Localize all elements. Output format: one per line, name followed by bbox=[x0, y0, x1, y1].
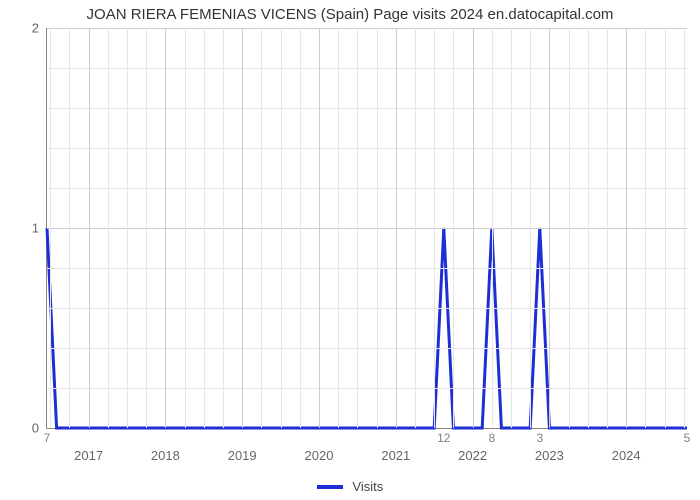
grid-minor-h bbox=[47, 68, 687, 69]
grid-minor-v bbox=[511, 28, 512, 428]
x-tick-label: 2019 bbox=[228, 428, 257, 463]
legend: Visits bbox=[0, 478, 700, 494]
grid-minor-v bbox=[338, 28, 339, 428]
grid-minor-h bbox=[47, 148, 687, 149]
grid-minor-v bbox=[492, 28, 493, 428]
x-tick-label: 2020 bbox=[305, 428, 334, 463]
grid-minor-v bbox=[261, 28, 262, 428]
grid-minor-v bbox=[530, 28, 531, 428]
data-label: 7 bbox=[44, 428, 51, 445]
chart-title: JOAN RIERA FEMENIAS VICENS (Spain) Page … bbox=[0, 6, 700, 23]
legend-swatch bbox=[317, 485, 343, 489]
grid-minor-v bbox=[204, 28, 205, 428]
grid-minor-v bbox=[684, 28, 685, 428]
grid-minor-v bbox=[569, 28, 570, 428]
grid-major-v bbox=[89, 28, 90, 428]
plot-area: 0122017201820192020202120222023202471283… bbox=[46, 28, 687, 429]
grid-major-v bbox=[319, 28, 320, 428]
grid-minor-h bbox=[47, 268, 687, 269]
grid-minor-v bbox=[453, 28, 454, 428]
grid-major-v bbox=[396, 28, 397, 428]
chart-container: JOAN RIERA FEMENIAS VICENS (Spain) Page … bbox=[0, 0, 700, 500]
grid-minor-h bbox=[47, 308, 687, 309]
grid-minor-v bbox=[50, 28, 51, 428]
data-label: 12 bbox=[437, 428, 450, 445]
grid-major-v bbox=[165, 28, 166, 428]
x-tick-label: 2017 bbox=[74, 428, 103, 463]
grid-minor-v bbox=[377, 28, 378, 428]
grid-major-v bbox=[473, 28, 474, 428]
grid-minor-v bbox=[607, 28, 608, 428]
x-tick-label: 2021 bbox=[381, 428, 410, 463]
x-tick-label: 2018 bbox=[151, 428, 180, 463]
grid-major-h bbox=[47, 228, 687, 229]
grid-major-v bbox=[242, 28, 243, 428]
grid-minor-v bbox=[434, 28, 435, 428]
grid-major-v bbox=[626, 28, 627, 428]
data-label: 8 bbox=[488, 428, 495, 445]
x-tick-label: 2024 bbox=[612, 428, 641, 463]
grid-minor-v bbox=[415, 28, 416, 428]
legend-label: Visits bbox=[352, 479, 383, 494]
grid-minor-v bbox=[588, 28, 589, 428]
grid-minor-v bbox=[127, 28, 128, 428]
grid-major-v bbox=[549, 28, 550, 428]
grid-minor-h bbox=[47, 188, 687, 189]
grid-minor-v bbox=[357, 28, 358, 428]
grid-minor-v bbox=[665, 28, 666, 428]
grid-minor-v bbox=[185, 28, 186, 428]
x-tick-label: 2022 bbox=[458, 428, 487, 463]
data-label: 3 bbox=[536, 428, 543, 445]
grid-minor-h bbox=[47, 388, 687, 389]
grid-minor-v bbox=[146, 28, 147, 428]
data-label: 5 bbox=[684, 428, 691, 445]
grid-minor-v bbox=[300, 28, 301, 428]
grid-minor-h bbox=[47, 108, 687, 109]
grid-minor-v bbox=[645, 28, 646, 428]
grid-minor-v bbox=[281, 28, 282, 428]
grid-major-h bbox=[47, 28, 687, 29]
y-tick-label: 2 bbox=[32, 21, 47, 36]
grid-minor-v bbox=[69, 28, 70, 428]
grid-minor-v bbox=[223, 28, 224, 428]
grid-minor-h bbox=[47, 348, 687, 349]
grid-minor-v bbox=[108, 28, 109, 428]
y-tick-label: 1 bbox=[32, 221, 47, 236]
